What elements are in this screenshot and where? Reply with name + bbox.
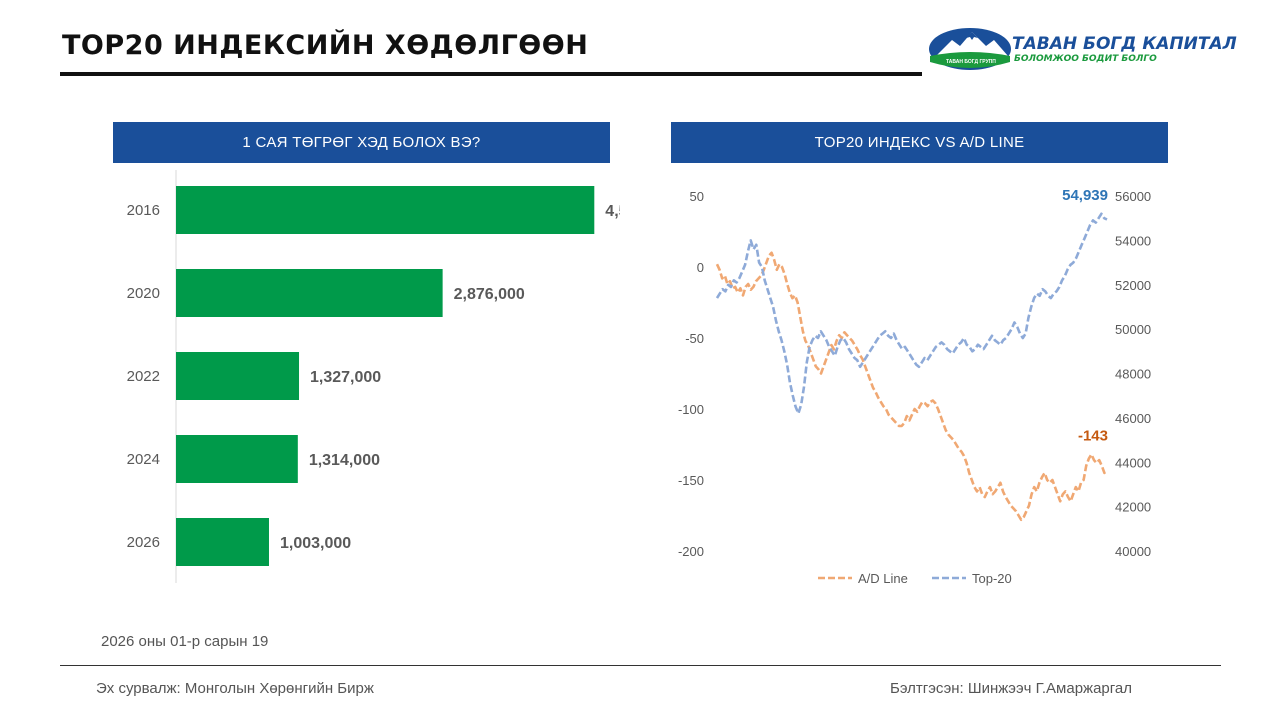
bar-chart-header: 1 САЯ ТӨГРӨГ ХЭД БОЛОХ ВЭ? (113, 122, 610, 163)
title-underline (60, 72, 922, 76)
bar-category-label: 2016 (127, 202, 160, 219)
left-axis-tick-label: -100 (678, 402, 704, 417)
bar (176, 269, 443, 317)
right-axis-tick-label: 42000 (1115, 500, 1151, 515)
bar-value-label: 1,314,000 (309, 452, 380, 469)
left-axis-tick-label: -150 (678, 473, 704, 488)
right-axis-tick-label: 44000 (1115, 455, 1151, 470)
left-axis-tick-label: -200 (678, 544, 704, 559)
bar-value-label: 1,003,000 (280, 535, 351, 552)
top20-series (715, 212, 1108, 415)
right-axis-tick-label: 46000 (1115, 411, 1151, 426)
bar (176, 435, 298, 483)
author-note: Бэлтгэсэн: Шинжээч Г.Амаржаргал (890, 680, 1133, 697)
line-chart-header: TOP20 ИНДЕКС VS A/D LINE (671, 122, 1168, 163)
bar (176, 518, 269, 566)
bar-value-label: 4,512,000 (605, 203, 620, 220)
bar-value-label: 1,327,000 (310, 369, 381, 386)
bar-category-label: 2024 (127, 451, 160, 468)
logo-group-text: ТАВАН БОГД ГРУПП (946, 59, 996, 65)
bar-value-label: 2,876,000 (454, 286, 525, 303)
left-axis-tick-label: 50 (690, 189, 704, 204)
bar (176, 352, 300, 400)
top20-last-value-label: 54,939 (1062, 187, 1108, 204)
left-axis-tick-label: 0 (697, 260, 704, 275)
right-axis-tick-label: 48000 (1115, 367, 1151, 382)
mountain-logo-icon (929, 28, 1011, 70)
ad-line-last-value-label: -143 (1078, 427, 1108, 444)
logo-slogan: БОЛОМЖОО БОДИТ БОЛГО (1014, 54, 1157, 64)
legend-ad-line-label: A/D Line (858, 571, 908, 586)
bar-category-label: 2026 (127, 534, 160, 551)
bar-category-label: 2020 (127, 285, 160, 302)
right-axis-tick-label: 54000 (1115, 233, 1151, 248)
logo-company-name: ТАВАН БОГД КАПИТАЛ (1012, 34, 1237, 54)
legend-top20-label: Top-20 (972, 571, 1012, 586)
right-axis-tick-label: 40000 (1115, 544, 1151, 559)
right-axis-tick-label: 52000 (1115, 278, 1151, 293)
bar-category-label: 2022 (127, 368, 160, 385)
left-axis-tick-label: -50 (685, 331, 704, 346)
source-note: Эх сурвалж: Монголын Хөрөнгийн Бирж (96, 680, 374, 697)
line-chart: 50 0 -50 -100 -150 -200 56000 54000 52000 50000 48… (678, 187, 1151, 586)
ad-line-series (715, 251, 1108, 522)
company-logo: ТАВАН БОГД ГРУПП ТАВАН БОГД КАПИТАЛ БОЛО… (928, 26, 1237, 74)
right-axis-tick-label: 56000 (1115, 189, 1151, 204)
bar-chart: 2016 4,512,000 2020 2,876,000 2022 1,327,000 2… (127, 170, 620, 583)
footer-divider (60, 665, 1221, 666)
bar (176, 186, 595, 234)
report-date: 2026 оны 01-р сарын 19 (101, 633, 269, 650)
right-axis-tick-label: 50000 (1115, 322, 1151, 337)
page-title: TOP20 ИНДЕКСИЙН ХӨДӨЛГӨӨН (62, 30, 589, 61)
